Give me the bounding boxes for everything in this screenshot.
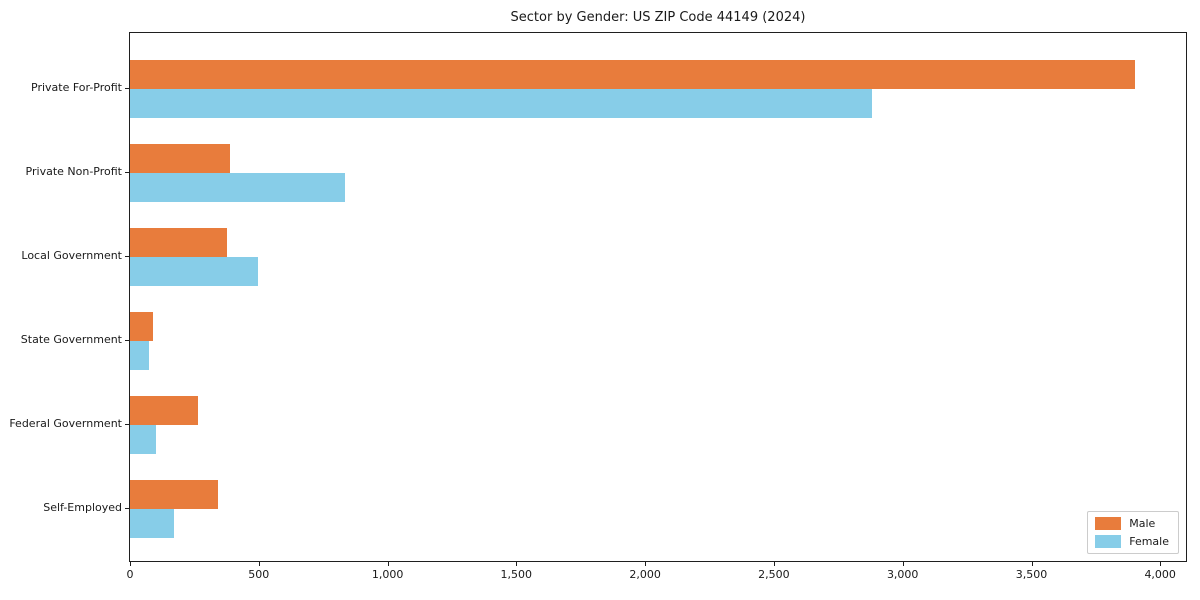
chart-title: Sector by Gender: US ZIP Code 44149 (202… xyxy=(510,10,806,25)
bar-female-3 xyxy=(130,341,150,370)
bar-male-4 xyxy=(130,396,199,425)
x-axis-label-0: 0 xyxy=(126,568,134,581)
bar-male-1 xyxy=(130,144,231,173)
bar-male-0 xyxy=(130,60,1135,89)
x-axis-label-6: 3,000 xyxy=(886,568,919,581)
x-tick-0 xyxy=(130,562,131,566)
male-swatch xyxy=(1095,517,1122,530)
x-axis-label-3: 1,500 xyxy=(500,568,533,581)
legend-label-female: Female xyxy=(1129,535,1169,548)
x-axis-label-7: 3,500 xyxy=(1015,568,1048,581)
legend-label-male: Male xyxy=(1129,517,1156,530)
bar-male-2 xyxy=(130,228,227,257)
x-tick-2 xyxy=(387,562,389,566)
bar-female-1 xyxy=(130,173,346,202)
y-axis-label-0: Private For-Profit xyxy=(31,81,122,94)
bar-male-3 xyxy=(130,312,154,341)
y-axis-label-5: Self-Employed xyxy=(43,501,122,514)
y-tick-3 xyxy=(125,340,129,341)
x-tick-5 xyxy=(773,562,775,566)
x-tick-1 xyxy=(258,562,260,566)
plot-area: Male Female xyxy=(129,32,1187,562)
legend: Male Female xyxy=(1087,511,1179,554)
y-tick-4 xyxy=(125,424,129,425)
x-tick-6 xyxy=(902,562,904,566)
y-tick-1 xyxy=(125,172,129,173)
x-axis-label-8: 4,000 xyxy=(1144,568,1176,581)
legend-item-female: Female xyxy=(1095,535,1169,548)
y-axis-label-3: State Government xyxy=(20,333,122,346)
bar-female-4 xyxy=(130,425,156,454)
y-axis-label-4: Federal Government xyxy=(9,417,122,430)
bar-male-5 xyxy=(130,480,218,509)
female-swatch xyxy=(1095,535,1122,548)
y-tick-0 xyxy=(125,88,129,89)
x-axis-label-2: 1,000 xyxy=(371,568,404,581)
x-tick-3 xyxy=(516,562,518,566)
y-tick-2 xyxy=(125,256,129,257)
x-axis-label-4: 2,000 xyxy=(629,568,661,581)
y-axis-label-2: Local Government xyxy=(21,249,122,262)
bar-female-0 xyxy=(130,89,872,118)
x-tick-7 xyxy=(1031,562,1033,566)
x-tick-8 xyxy=(1160,562,1162,566)
x-tick-4 xyxy=(645,562,647,566)
bar-female-2 xyxy=(130,257,258,286)
bar-female-5 xyxy=(130,509,174,538)
legend-item-male: Male xyxy=(1095,517,1169,530)
x-axis-label-5: 2,500 xyxy=(758,568,790,581)
y-axis-label-1: Private Non-Profit xyxy=(25,165,122,178)
x-axis-label-1: 500 xyxy=(248,568,270,581)
y-tick-5 xyxy=(125,508,129,509)
